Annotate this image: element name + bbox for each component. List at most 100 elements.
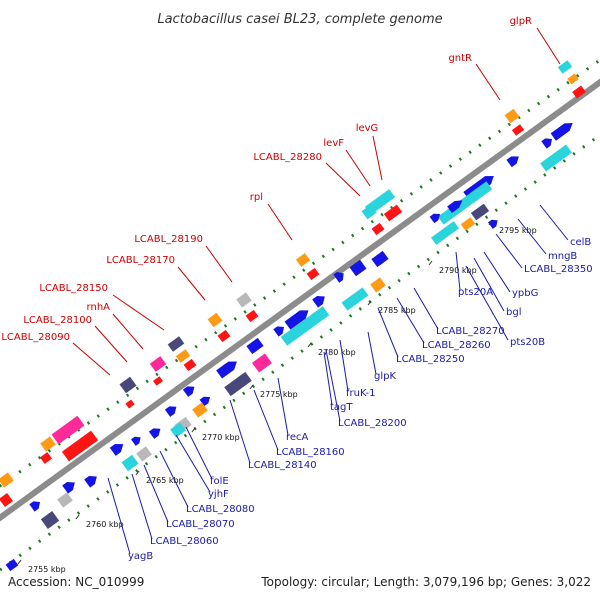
gene-feature-shape-2 <box>567 73 579 85</box>
upper-label-3: levG <box>356 123 379 134</box>
gene-feature-shape-49 <box>164 406 177 417</box>
gene-feature-shape-44 <box>149 356 167 372</box>
gene-feature-37 <box>246 337 264 355</box>
kbp-tick-label-9: 2795 kbp <box>499 226 537 235</box>
kbp-tick-mark-7 <box>367 300 372 306</box>
upper-label-leader-12 <box>72 342 111 376</box>
dotted-guide-line-2 <box>0 133 600 572</box>
lower-label-1: celB <box>570 237 591 248</box>
gene-feature-shape-16 <box>447 200 463 213</box>
gene-feature-shape-62 <box>40 452 52 464</box>
gene-feature-shape-20 <box>383 204 403 222</box>
gene-feature-shape-32 <box>306 267 320 281</box>
gene-feature-59 <box>51 415 85 445</box>
gene-feature-67 <box>29 501 41 512</box>
gene-feature-shape-58 <box>136 446 152 462</box>
lower-label-13: LCABL_28200 <box>338 418 407 429</box>
gene-feature-shape-60 <box>61 430 99 462</box>
gene-feature-shape-64 <box>84 475 97 488</box>
lower-label-leader-21 <box>143 464 169 523</box>
gene-feature-shape-9 <box>506 156 519 168</box>
gene-feature-shape-70 <box>5 558 19 572</box>
gene-feature-63 <box>62 481 75 494</box>
upper-label-1: glpR <box>510 16 532 27</box>
gene-feature-shape-28 <box>284 310 309 330</box>
upper-label-7: LCABL_28190 <box>134 234 203 245</box>
accession-text: Accession: NC_010999 <box>8 575 144 589</box>
kbp-tick-label-1: 2755 kbp <box>28 565 66 574</box>
gene-feature-2 <box>567 73 579 85</box>
gene-feature-1 <box>557 60 573 74</box>
gene-feature-56 <box>131 436 141 446</box>
gene-feature-12 <box>470 203 490 221</box>
lower-label-21: LCABL_28070 <box>166 519 235 530</box>
lower-label-17: LCABL_28140 <box>248 460 317 471</box>
gene-feature-7 <box>550 122 573 141</box>
gene-feature-8 <box>540 144 572 172</box>
lower-label-leader-13 <box>325 349 341 422</box>
gene-feature-shape-26 <box>370 277 386 293</box>
upper-label-leader-4 <box>345 149 371 187</box>
lower-label-15: recA <box>286 432 309 443</box>
gene-feature-9 <box>506 156 519 168</box>
lower-label-7: pts20A <box>458 287 493 298</box>
gene-feature-30 <box>273 326 285 337</box>
lower-label-14: tagT <box>330 402 353 413</box>
gene-feature-21 <box>371 222 385 236</box>
gene-feature-shape-46 <box>182 386 195 397</box>
gene-feature-25 <box>341 287 369 311</box>
gene-feature-54 <box>125 399 135 409</box>
gene-feature-shape-25 <box>341 287 369 311</box>
gene-feature-shape-22 <box>371 250 389 268</box>
upper-label-leader-1 <box>536 27 561 65</box>
gene-feature-32 <box>306 267 320 281</box>
gene-feature-61 <box>40 436 56 452</box>
lower-label-leader-20 <box>159 450 189 508</box>
gene-feature-44 <box>149 356 167 372</box>
gene-feature-shape-51 <box>170 422 186 438</box>
lower-label-leader-19 <box>175 434 211 493</box>
lower-label-16: LCABL_28160 <box>276 447 345 458</box>
gene-feature-62 <box>40 452 52 464</box>
gene-feature-shape-31 <box>295 253 311 267</box>
gene-feature-shape-14 <box>431 221 459 245</box>
upper-label-leader-9 <box>112 294 165 331</box>
upper-label-leader-11 <box>94 325 128 363</box>
gene-feature-70 <box>5 558 19 572</box>
gene-feature-66 <box>40 511 60 529</box>
gene-feature-shape-21 <box>371 222 385 236</box>
gene-feature-shape-69 <box>0 493 13 507</box>
gene-feature-shape-45 <box>153 376 163 386</box>
gene-feature-shape-27 <box>312 295 325 308</box>
gene-feature-shape-48 <box>192 402 208 418</box>
gene-feature-shape-66 <box>40 511 60 529</box>
lower-label-leader-11 <box>367 331 377 375</box>
lower-label-12: fruK-1 <box>346 388 375 399</box>
gene-feature-shape-30 <box>273 326 285 337</box>
gene-feature-58 <box>136 446 152 462</box>
kbp-tick-mark-9 <box>488 220 493 226</box>
gene-feature-69 <box>0 493 13 507</box>
gene-feature-28 <box>284 310 309 330</box>
lower-label-leader-16 <box>253 389 279 451</box>
gene-feature-shape-41 <box>167 336 185 352</box>
gene-feature-shape-39 <box>216 361 237 379</box>
kbp-tick-label-5: 2775 kbp <box>260 390 298 399</box>
upper-label-12: LCABL_28090 <box>1 332 70 343</box>
lower-label-leader-5 <box>473 257 505 312</box>
gene-feature-41 <box>167 336 185 352</box>
gene-feature-13 <box>460 217 476 231</box>
kbp-tick-mark-1 <box>17 559 22 565</box>
gene-feature-shape-57 <box>121 454 139 472</box>
gene-feature-shape-5 <box>511 124 525 136</box>
gene-feature-shape-53 <box>119 376 137 394</box>
lower-label-2: mngB <box>548 251 577 262</box>
gene-feature-5 <box>511 124 525 136</box>
gene-feature-shape-8 <box>540 144 572 172</box>
lower-label-6: pts20B <box>510 337 545 348</box>
gene-feature-53 <box>119 376 137 394</box>
kbp-tick-label-2: 2760 kbp <box>86 520 124 529</box>
gene-feature-52 <box>148 428 161 439</box>
lower-label-22: LCABL_28060 <box>150 536 219 547</box>
